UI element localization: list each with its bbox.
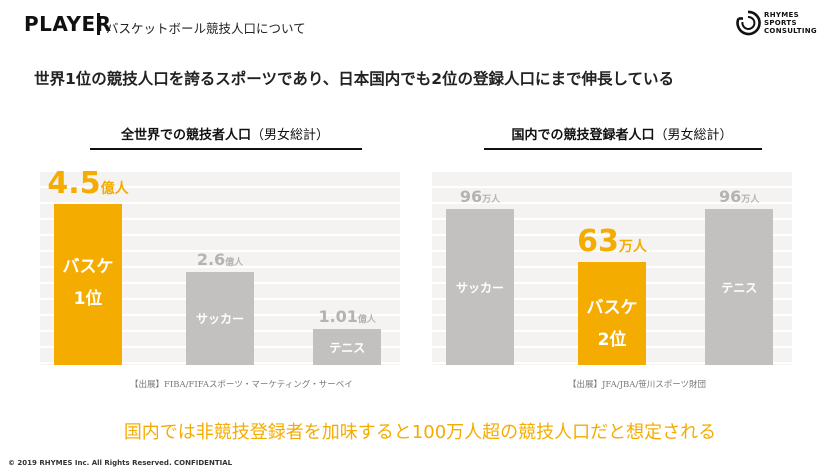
chart-1-title-note: （男女総計） [251, 128, 330, 143]
chart-2-source: 【出展】JFA/JBA/笹川スポーツ財団 [568, 380, 707, 390]
bar-category-label: バスケ [586, 298, 638, 319]
conclusion-text: 国内では非競技登録者を加味すると100万人超の競技人口だと想定される [123, 422, 717, 443]
company-logo [736, 10, 761, 36]
bar-テニス: テニス [705, 208, 774, 365]
bar-category-label: テニス [721, 280, 758, 295]
bar-value-number: 96 [719, 186, 742, 206]
logo-line-1: RHYMES [764, 11, 799, 19]
chart-1-underline [90, 148, 362, 150]
bar-rank-label: 1位 [73, 289, 103, 310]
chart-2-title-note: （男女総計） [654, 128, 733, 143]
title-divider [97, 13, 100, 35]
headline: 世界1位の競技人口を誇るスポーツであり、日本国内でも2位の登録人口にまで伸長して… [34, 70, 675, 88]
chart-1-title-main: 全世界での競技者人口 [120, 128, 251, 143]
bar-category-label: サッカー [455, 280, 504, 295]
bar-value-label: 1.01億人 [293, 307, 401, 326]
bar-テニス: テニス [313, 328, 382, 365]
bar-value-number: 2.6 [196, 249, 226, 269]
bar-value-number: 63 [577, 224, 619, 260]
chart-2-title-main: 国内での競技登録者人口 [511, 128, 655, 143]
bar-サッカー: サッカー [445, 208, 515, 365]
bar-category-label: テニス [329, 340, 366, 355]
bar-value-unit: 万人 [618, 239, 647, 256]
bar-サッカー: サッカー [185, 271, 255, 365]
bar-value-number: 4.5 [47, 165, 101, 201]
logo-mark-icon [736, 10, 761, 36]
bar-value-unit: 億人 [100, 180, 129, 197]
chart-1-title: 全世界での競技者人口（男女総計） [90, 124, 360, 143]
bar-category-label: バスケ [62, 257, 114, 278]
logo-line-3: CONSULTING [764, 27, 817, 35]
bar-value-number: 96 [459, 186, 483, 206]
chart-2-underline [484, 148, 762, 150]
bar-value-unit: 万人 [741, 194, 760, 205]
chart-1: バスケ 1位 4.5億人 サッカー 2.6億人 テニス 1.01億人 [40, 160, 400, 375]
bar-value-number: 1.01 [318, 306, 358, 326]
bar-value-unit: 億人 [357, 314, 376, 325]
bar-value-label: 96万人 [426, 187, 534, 206]
chart-2: サッカー 96万人 バスケ 2位 63万人 テニス 96万人 [432, 160, 792, 375]
bar-rank-label: 2位 [597, 330, 627, 351]
bar-value-label: 63万人 [558, 224, 666, 259]
bar-value-label: 4.5億人 [34, 166, 142, 201]
logo-line-2: SPORTS [764, 19, 797, 27]
bar-value-label: 96万人 [685, 187, 793, 206]
bar-value-unit: 万人 [482, 194, 501, 205]
section-title: PLAYER [24, 12, 112, 36]
chart-1-source: 【出展】FIBA/FIFAスポーツ・マーケティング・サーベイ [130, 380, 353, 390]
copyright-footer: © 2019 RHYMES Inc. All Rights Reserved. … [8, 459, 233, 467]
logo-text: RHYMES SPORTS CONSULTING [764, 11, 817, 35]
bar-value-unit: 億人 [225, 257, 244, 268]
bar-バスケ: バスケ 1位 [53, 203, 123, 365]
bar-category-label: サッカー [195, 312, 244, 327]
bar-バスケ: バスケ 2位 [577, 262, 647, 365]
bar-value-label: 2.6億人 [166, 250, 274, 269]
chart-2-title: 国内での競技登録者人口（男女総計） [484, 124, 760, 143]
section-subtitle: バスケットボール競技人口について [106, 21, 306, 36]
